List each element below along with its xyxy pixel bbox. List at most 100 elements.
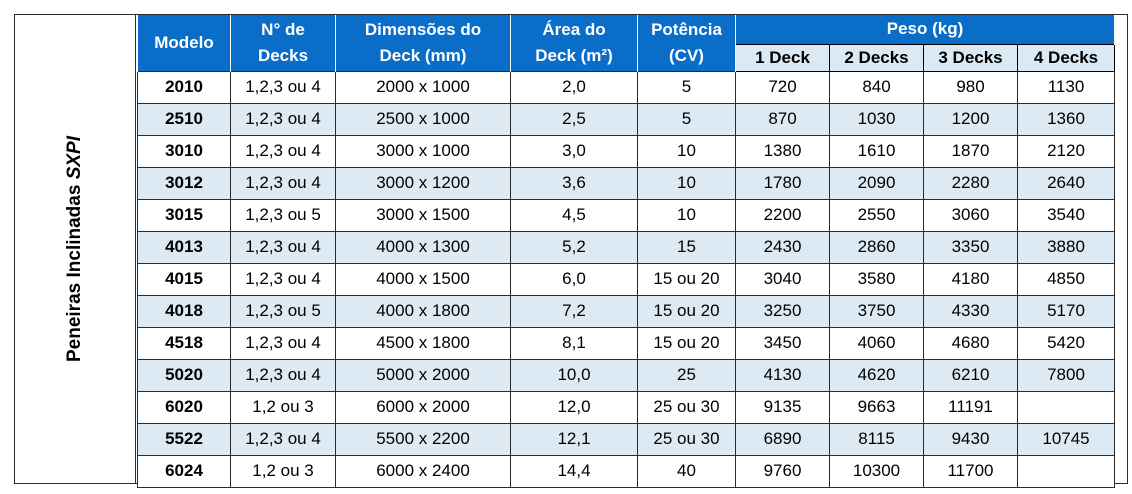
cell-power: 15 [637,230,736,264]
table-row: 2510 1,2,3 ou 4 2500 x 1000 2,5 5 870 1030 1200… [137,102,1115,136]
cell-dimensions: 6000 x 2000 [335,390,511,424]
table-row: 3012 1,2,3 ou 4 3000 x 1200 3,6 10 1780 2090 22… [137,166,1115,200]
cell-area: 5,2 [510,230,638,264]
cell-weight-1deck: 2200 [735,198,830,232]
cell-dimensions: 6000 x 2400 [335,454,511,488]
header-weight: Peso (kg) [735,15,1115,44]
cell-area: 2,0 [510,70,638,104]
spec-table-frame: Peneiras Inclinadas SXPI Modelo N° de Dec… [14,14,1128,488]
cell-weight-2decks: 2860 [829,230,924,264]
header-decks-line1: N° de [261,19,305,39]
cell-dimensions: 4000 x 1800 [335,294,511,328]
cell-weight-2decks: 4060 [829,326,924,360]
cell-weight-3decks: 2280 [923,166,1018,200]
cell-decks: 1,2,3 ou 4 [230,422,336,456]
cell-weight-3decks: 4180 [923,262,1018,296]
cell-power: 25 ou 30 [637,422,736,456]
cell-power: 10 [637,134,736,168]
cell-weight-3decks: 11191 [923,390,1018,424]
header-decks-line2: Decks [257,45,309,65]
cell-weight-1deck: 720 [735,70,830,104]
cell-weight-4decks: 2120 [1017,134,1115,168]
cell-power: 15 ou 20 [637,294,736,328]
cell-decks: 1,2,3 ou 4 [230,134,336,168]
cell-weight-3decks: 4330 [923,294,1018,328]
cell-weight-2decks: 1610 [829,134,924,168]
cell-weight-3decks: 6210 [923,358,1018,392]
cell-power: 10 [637,198,736,232]
cell-weight-2decks: 4620 [829,358,924,392]
cell-dimensions: 3000 x 1000 [335,134,511,168]
cell-dimensions: 3000 x 1200 [335,166,511,200]
cell-weight-1deck: 3040 [735,262,830,296]
table-row: 2010 1,2,3 ou 4 2000 x 1000 2,0 5 720 840 980 11… [137,70,1115,104]
cell-weight-2decks: 10300 [829,454,924,488]
cell-power: 15 ou 20 [637,262,736,296]
cell-power: 25 ou 30 [637,390,736,424]
cell-modelo: 4015 [137,262,231,296]
table-row: 3015 1,2,3 ou 5 3000 x 1500 4,5 10 2200 2550 30… [137,198,1115,232]
cell-weight-1deck: 4130 [735,358,830,392]
cell-weight-3decks: 11700 [923,454,1018,488]
cell-weight-3decks: 9430 [923,422,1018,456]
cell-decks: 1,2,3 ou 5 [230,198,336,232]
cell-weight-3decks: 4680 [923,326,1018,360]
cell-weight-4decks: 5170 [1017,294,1115,328]
header-weight-1deck: 1 Deck [735,43,830,72]
table-row: 6024 1,2 ou 3 6000 x 2400 14,4 40 9760 10300 11… [137,454,1115,488]
cell-weight-4decks: 10745 [1017,422,1115,456]
header-dimensions: Dimensões do Deck (mm) [335,15,511,71]
cell-decks: 1,2,3 ou 5 [230,294,336,328]
table-body: 2010 1,2,3 ou 4 2000 x 1000 2,0 5 720 840 980 11… [137,70,1115,488]
cell-power: 40 [637,454,736,488]
cell-weight-4decks: 4850 [1017,262,1115,296]
cell-area: 3,6 [510,166,638,200]
cell-dimensions: 4000 x 1300 [335,230,511,264]
cell-weight-2decks: 2550 [829,198,924,232]
cell-weight-2decks: 9663 [829,390,924,424]
table-row: 5020 1,2,3 ou 4 5000 x 2000 10,0 25 4130 4620 6… [137,358,1115,392]
spec-table: Modelo N° de Decks Dimensões do Deck (mm) … [137,15,1115,488]
cell-weight-4decks: 1360 [1017,102,1115,136]
cell-modelo: 4013 [137,230,231,264]
table-row: 4015 1,2,3 ou 4 4000 x 1500 6,0 15 ou 20 3040… [137,262,1115,296]
cell-modelo: 6024 [137,454,231,488]
cell-weight-2decks: 3580 [829,262,924,296]
cell-dimensions: 5500 x 2200 [335,422,511,456]
cell-area: 4,5 [510,198,638,232]
header-weight-4decks: 4 Decks [1017,43,1115,72]
header-area-line2: Deck (m²) [535,45,613,65]
cell-modelo: 5522 [137,422,231,456]
cell-weight-2decks: 3750 [829,294,924,328]
cell-weight-2decks: 1030 [829,102,924,136]
cell-weight-1deck: 9135 [735,390,830,424]
cell-area: 2,5 [510,102,638,136]
header-weight-3decks: 3 Decks [923,43,1018,72]
cell-area: 7,2 [510,294,638,328]
cell-decks: 1,2,3 ou 4 [230,102,336,136]
cell-modelo: 6020 [137,390,231,424]
cell-weight-3decks: 3060 [923,198,1018,232]
cell-weight-3decks: 3350 [923,230,1018,264]
cell-weight-2decks: 840 [829,70,924,104]
cell-modelo: 2010 [137,70,231,104]
cell-decks: 1,2,3 ou 4 [230,358,336,392]
cell-weight-4decks: 2640 [1017,166,1115,200]
cell-weight-4decks: 7800 [1017,358,1115,392]
cell-area: 8,1 [510,326,638,360]
cell-modelo: 3010 [137,134,231,168]
cell-weight-2decks: 2090 [829,166,924,200]
cell-weight-4decks: 1130 [1017,70,1115,104]
cell-modelo: 2510 [137,102,231,136]
cell-power: 10 [637,166,736,200]
header-row-1: Modelo N° de Decks Dimensões do Deck (mm) … [137,15,1115,71]
header-weight-2decks: 2 Decks [829,43,924,72]
table-row: 6020 1,2 ou 3 6000 x 2000 12,0 25 ou 30 9135 9… [137,390,1115,424]
cell-weight-1deck: 1380 [735,134,830,168]
cell-decks: 1,2,3 ou 4 [230,70,336,104]
cell-weight-1deck: 2430 [735,230,830,264]
cell-area: 3,0 [510,134,638,168]
cell-power: 25 [637,358,736,392]
cell-dimensions: 2000 x 1000 [335,70,511,104]
table-row: 4013 1,2,3 ou 4 4000 x 1300 5,2 15 2430 2860 33… [137,230,1115,264]
